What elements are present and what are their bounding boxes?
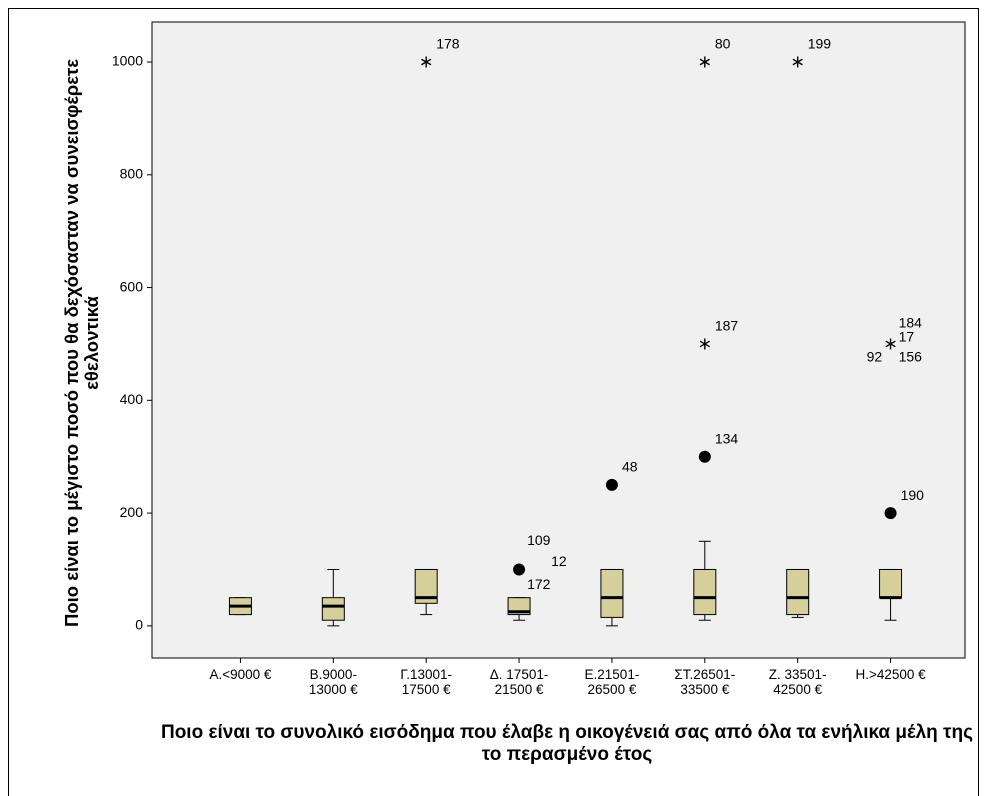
case-label: 190 [901,487,925,503]
box [786,568,810,616]
outlier [513,563,526,576]
y-tick-label: 600 [120,278,144,294]
case-label: 156 [899,349,923,365]
extreme [792,56,803,68]
case-label: 199 [808,36,832,52]
y-axis-title: Ποιο είναι το μέγιστο ποσό που θα δεχόσα… [61,58,102,628]
x-tick-label: ΣΤ.26501- 33500 € [674,667,736,697]
box [321,597,345,621]
x-tick-label: Α.<9000 € [209,667,272,682]
extreme [885,338,896,350]
case-label: 187 [715,318,739,334]
y-tick-label: 800 [120,166,144,182]
y-tick-label: 1000 [112,53,143,69]
plot-area [151,21,966,659]
outlier [884,507,897,520]
x-axis-title: Ποιο είναι το συνολικό εισόδημα που έλαβ… [160,722,974,765]
x-tick-label: Ε.21501- 26500 € [584,667,640,697]
frame [8,8,979,796]
y-tick-label: 200 [120,504,144,520]
extreme [699,56,710,68]
box [693,568,717,616]
x-tick-label: Γ.13001- 17500 € [400,667,453,697]
x-tick-label: Η.>42500 € [855,667,926,682]
x-tick-label: Δ. 17501- 21500 € [489,667,549,697]
case-label: 48 [622,459,638,475]
extreme [421,56,432,68]
box [600,568,624,618]
x-tick-label: Ζ. 33501- 42500 € [768,667,827,697]
extreme [699,338,710,350]
case-label: 109 [527,532,551,548]
box [879,568,903,599]
case-label: 172 [527,576,551,592]
outlier [698,450,711,463]
case-label: 178 [436,36,460,52]
box [414,568,438,604]
case-label: 92 [867,349,883,365]
case-label: 184 [899,315,923,331]
y-tick-label: 400 [120,391,144,407]
outlier [605,478,618,491]
case-label: 12 [551,553,567,569]
case-label: 17 [899,329,915,345]
case-label: 134 [715,430,739,446]
case-label: 80 [715,36,731,52]
y-tick-label: 0 [135,617,143,633]
x-tick-label: Β.9000- 13000 € [308,667,358,697]
